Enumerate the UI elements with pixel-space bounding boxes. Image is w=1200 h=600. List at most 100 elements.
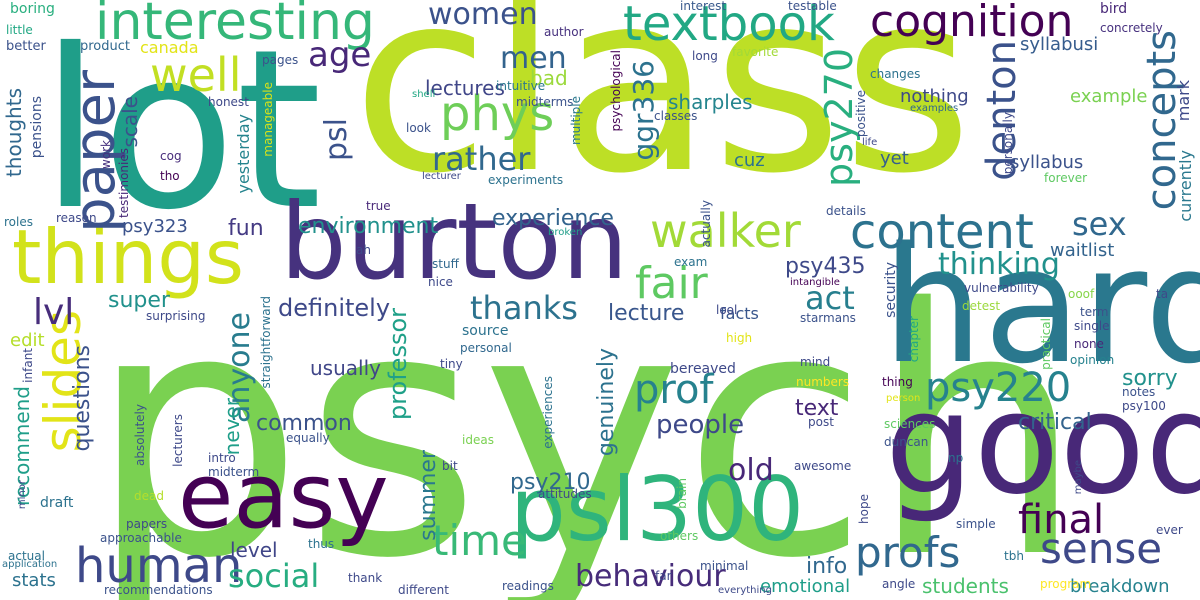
word-draft: draft	[40, 495, 74, 511]
word-walker: walker	[650, 204, 801, 258]
word-intangible: intangible	[790, 277, 840, 288]
word-brain: brain	[675, 478, 689, 509]
word-scale: scale	[118, 96, 142, 148]
word-thank: thank	[348, 571, 383, 585]
word-tiny: tiny	[440, 357, 463, 371]
word-level: level	[230, 538, 278, 562]
word-approachable: approachable	[100, 531, 182, 545]
word-genuinely: genuinely	[594, 348, 619, 457]
word-sex: sex	[1072, 205, 1127, 243]
word-sharples: sharples	[668, 90, 753, 114]
word-ever: ever	[1156, 523, 1183, 537]
word-surprising: surprising	[146, 309, 206, 323]
word-post: post	[808, 415, 834, 429]
word-mark: mark	[1174, 80, 1193, 122]
word-psy435: psy435	[785, 254, 866, 279]
word-multiple: multiple	[569, 96, 583, 146]
word-final: final	[1018, 497, 1105, 543]
word-critical: critical	[1018, 410, 1092, 435]
word-ah: ah	[356, 243, 371, 257]
word-source: source	[462, 323, 509, 339]
word-edit: edit	[10, 330, 45, 351]
word-testimonies: testimonies	[117, 148, 131, 218]
word-ideas: ideas	[462, 433, 494, 447]
word-good: good	[885, 363, 1200, 526]
word-definitely: definitely	[278, 294, 391, 322]
word-prof: prof	[634, 367, 714, 413]
word-syllabus: syllabus	[1010, 152, 1084, 173]
word-fair: fair	[635, 258, 708, 309]
word-psl: psl	[319, 118, 354, 162]
word-behaviour: behaviour	[575, 559, 726, 594]
word-midterm: midterm	[208, 465, 260, 479]
word-practical: practical	[1039, 318, 1053, 370]
word-forever: forever	[1044, 171, 1088, 185]
word-security: security	[883, 262, 899, 318]
word-psy270: psy270	[817, 48, 861, 187]
word-personally: personally	[1001, 112, 1015, 175]
word-starmans: starmans	[800, 311, 856, 325]
word-waitlist: waitlist	[1050, 240, 1115, 261]
word-psychological: psychological	[609, 50, 623, 132]
word-absolutely: absolutely	[133, 404, 147, 467]
word-interesting: interesting	[95, 0, 375, 52]
word-environment: environment	[298, 214, 439, 239]
word-long: long	[692, 49, 718, 63]
word-info: info	[806, 554, 848, 579]
word-stuff: stuff	[432, 257, 459, 271]
word-stats: stats	[12, 570, 56, 591]
word-fun: fun	[228, 216, 264, 241]
word-hope: hope	[857, 494, 871, 524]
word-none: none	[1074, 337, 1104, 351]
word-burton: burton	[280, 181, 629, 303]
word-positive: positive	[854, 90, 868, 138]
word-shell: shell	[412, 89, 436, 100]
word-ooof: ooof	[1068, 287, 1095, 301]
word-experiences: experiences	[541, 376, 555, 449]
word-common: common	[256, 411, 352, 436]
word-hard: hard	[882, 212, 1200, 399]
word-people: people	[656, 410, 745, 440]
word-usually: usually	[310, 356, 381, 380]
word-awesome: awesome	[794, 459, 852, 473]
word-vulnerability: vulnerability	[964, 281, 1039, 295]
word-person: person	[886, 393, 921, 404]
word-detest: detest	[962, 299, 1001, 313]
word-roles: roles	[4, 215, 33, 229]
word-professor: professor	[384, 308, 412, 421]
word-never: never	[220, 398, 244, 456]
word-psy220: psy220	[925, 365, 1072, 411]
word-intro: intro	[208, 451, 236, 465]
word-text: text	[795, 396, 839, 421]
word-papers: papers	[126, 517, 168, 531]
word-class: class	[352, 0, 973, 228]
word-high: high	[726, 331, 753, 345]
word-cuz: cuz	[734, 150, 765, 171]
word-yet: yet	[880, 148, 909, 169]
word-rather: rather	[432, 140, 531, 178]
word-lot: lot	[40, 2, 322, 258]
word-author: author	[544, 25, 584, 39]
word-experiments: experiments	[488, 173, 564, 187]
word-intuitive: intuitive	[496, 79, 546, 93]
word-others: others	[660, 529, 699, 543]
word-term: term	[1080, 305, 1109, 319]
word-favorite: favorite	[732, 45, 779, 59]
word-product: product	[80, 39, 131, 54]
word-bird: bird	[1100, 1, 1128, 17]
word-classes: classes	[654, 109, 698, 123]
word-life: life	[862, 137, 878, 148]
word-lool: lool	[716, 303, 738, 317]
word-easy: easy	[178, 444, 389, 549]
word-examples: examples	[910, 103, 959, 114]
word-simple: simple	[956, 517, 996, 531]
word-lecture: lecture	[608, 301, 685, 326]
word-yesterday: yesterday	[234, 114, 253, 194]
word-facts: facts	[720, 304, 759, 323]
word-example: example	[1070, 86, 1148, 107]
word-single: single	[1074, 319, 1110, 333]
word-bereaved: bereaved	[670, 361, 736, 377]
word-maybe: maybe	[1073, 460, 1084, 495]
word-lecturer: lecturer	[422, 171, 461, 182]
word-tho: tho	[160, 169, 180, 183]
